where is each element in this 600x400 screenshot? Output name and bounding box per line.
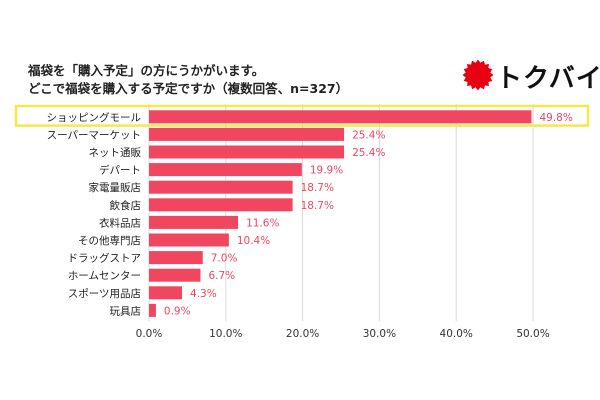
x-tick-label: 20.0% [286,328,319,340]
x-tick-label: 50.0% [516,328,549,340]
x-tick-label: 40.0% [440,328,473,340]
bar [149,163,302,177]
category-label: 衣料品店 [99,216,141,229]
bar [149,303,156,317]
logo-text: トクバイ [496,64,600,94]
highlight-box [14,104,590,127]
data-label: 18.7% [301,182,334,194]
data-label: 11.6% [246,217,279,229]
category-label: その他専門店 [78,234,141,247]
sun-burst-shape [462,59,494,91]
x-tick-label: 0.0% [136,328,163,340]
bar [149,180,293,194]
category-label: ドラッグストア [68,252,142,265]
data-label: 49.8% [539,112,572,124]
bar [149,198,293,212]
data-label: 10.4% [237,235,270,247]
category-label: 飲食店 [110,199,142,212]
bar [149,110,532,124]
data-label: 7.0% [211,253,238,265]
x-tick-label: 10.0% [209,328,242,340]
title-line-2: どこで福袋を購入する予定ですか（複数回答、n=327） [28,81,349,96]
data-label: 6.7% [208,270,235,282]
chart-title: 福袋を「購入予定」の方にうかがいます。 どこで福袋を購入する予定ですか（複数回答… [28,62,348,98]
category-label: ネット通販 [89,147,142,159]
x-tick-label: 30.0% [363,328,396,340]
category-label: デパート [99,164,141,177]
data-label: 25.4% [352,129,385,141]
bar [149,286,183,300]
title-line-1: 福袋を「購入予定」の方にうかがいます。 [28,63,265,78]
category-label: 家電量販店 [89,181,142,194]
data-label: 0.9% [164,305,191,317]
category-label: スーパーマーケット [47,129,141,141]
tokubai-logo: トクバイ [462,56,600,94]
category-label: ショッピングモール [47,111,142,124]
category-label: スポーツ用品店 [68,287,141,300]
red-sun-burst-icon [462,59,494,91]
bar [149,268,201,282]
bar [149,251,203,265]
bar [149,233,229,247]
bar [149,127,345,141]
category-label: 玩具店 [110,304,142,317]
data-label: 18.7% [301,200,334,212]
data-label: 4.3% [190,288,217,300]
data-label: 19.9% [310,165,343,177]
bar [149,215,239,229]
data-label: 25.4% [352,147,385,159]
category-label: ホームセンター [68,270,141,282]
bar [149,145,345,159]
